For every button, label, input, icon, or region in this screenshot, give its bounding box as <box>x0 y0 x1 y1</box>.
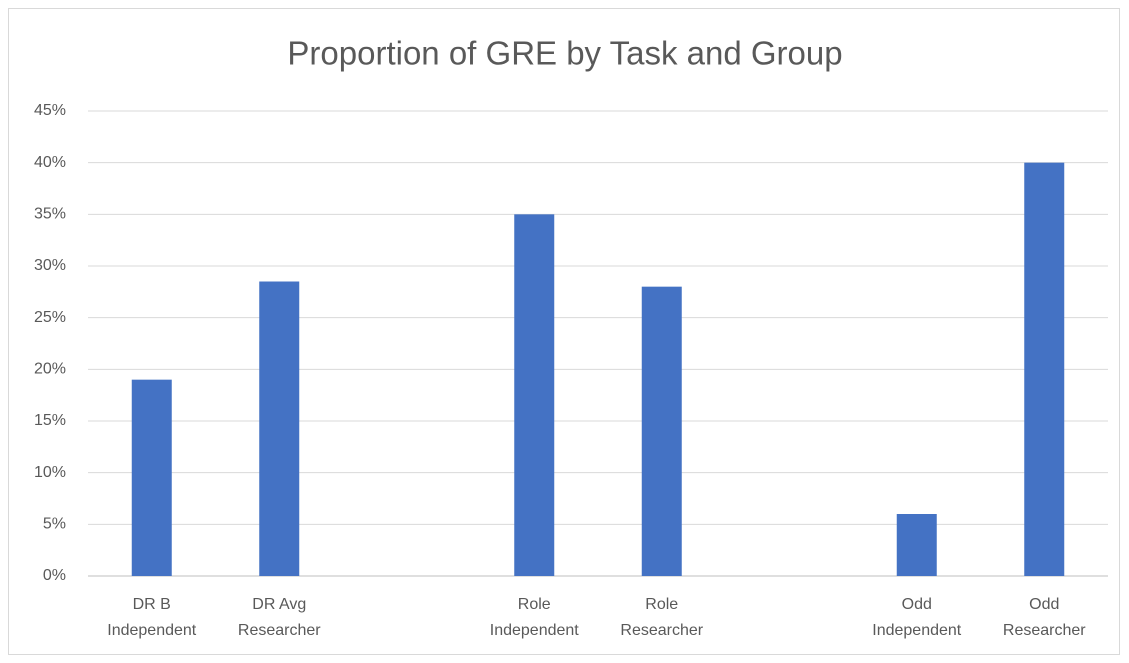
x-tick-label: Odd Researcher <box>1002 596 1086 639</box>
bar <box>1024 162 1065 576</box>
bar <box>131 379 172 576</box>
x-tick-label: Role Independent <box>489 596 579 639</box>
bar <box>259 281 300 576</box>
chart-frame <box>8 8 1120 655</box>
y-tick-label: 45% <box>34 102 66 119</box>
y-tick-label: 15% <box>34 412 66 429</box>
y-tick-label: 5% <box>43 516 66 533</box>
x-tick-label: Role Researcher <box>620 596 704 639</box>
y-tick-label: 40% <box>34 154 66 171</box>
y-tick-label: 25% <box>34 309 66 326</box>
y-tick-label: 20% <box>34 361 66 378</box>
y-tick-label: 35% <box>34 206 66 223</box>
y-tick-label: 0% <box>43 567 66 584</box>
chart-title: Proportion of GRE by Task and Group <box>287 35 842 72</box>
x-tick-label: DR Avg Researcher <box>237 596 321 639</box>
x-tick-label: Odd Independent <box>872 596 962 639</box>
bar <box>641 286 682 576</box>
y-tick-label: 30% <box>34 257 66 274</box>
y-tick-label: 10% <box>34 464 66 481</box>
x-tick-label: DR B Independent <box>107 596 197 639</box>
bar <box>896 514 937 576</box>
bar <box>514 214 555 577</box>
